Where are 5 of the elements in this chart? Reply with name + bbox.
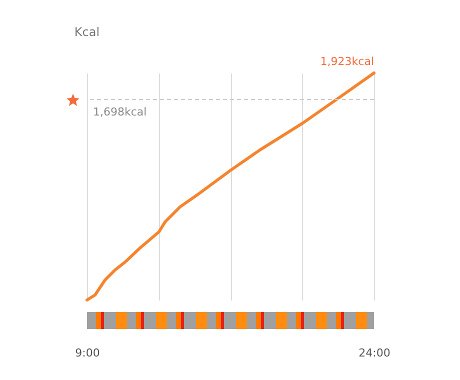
ref-line-label: 1,698kcal <box>93 106 147 119</box>
y-axis-title: Kcal <box>74 25 100 39</box>
x-tick-label: 9:00 <box>75 346 100 360</box>
annotation: 1,923kcal <box>320 55 374 68</box>
x-tick-label: 24:00 <box>358 346 390 360</box>
